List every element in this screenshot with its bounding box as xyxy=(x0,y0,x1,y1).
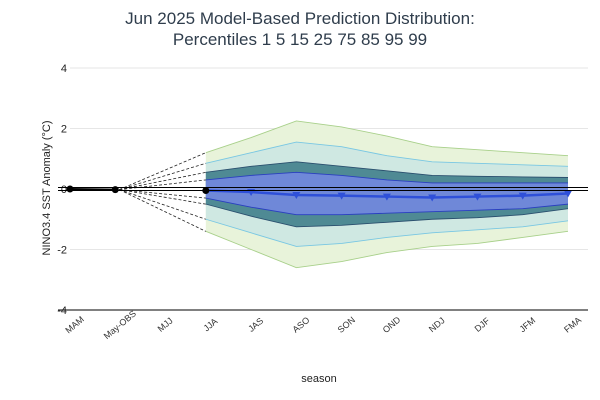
x-tick-label: MJJ xyxy=(156,316,175,334)
y-axis-title: NINO3.4 SST Anomaly (°C) xyxy=(41,120,53,255)
x-tick-label: MAM xyxy=(63,314,86,335)
median-series xyxy=(202,187,572,202)
spread-line-p25 xyxy=(119,189,206,199)
y-tick-label: -2 xyxy=(57,245,67,257)
x-tick-label: JJA xyxy=(201,316,219,333)
y-tick-label: 2 xyxy=(61,124,67,136)
y-tick-label: 4 xyxy=(61,63,67,75)
spread-lines xyxy=(119,152,206,232)
x-tick-label: JAS xyxy=(246,316,265,334)
band-edge-p1 xyxy=(205,230,569,269)
median-marker xyxy=(292,192,301,200)
spread-line-p99 xyxy=(119,152,206,190)
x-tick-label: DJF xyxy=(473,315,492,334)
x-tick-label: May-OBS xyxy=(102,308,138,341)
x-tick-label: SON xyxy=(336,315,357,335)
spread-line-p75 xyxy=(119,179,206,191)
chart-title-line-2: Percentiles 1 5 15 25 75 85 95 99 xyxy=(173,30,427,49)
band-edge-p25 xyxy=(205,197,569,216)
band-edge-p5 xyxy=(205,218,569,247)
observed-line xyxy=(69,188,116,191)
x-tick-label: FMA xyxy=(562,315,583,335)
band-edge-p85 xyxy=(205,161,569,178)
band-edge-p15 xyxy=(205,203,569,228)
spread-line-p5 xyxy=(119,189,206,220)
median-marker xyxy=(428,194,437,202)
median-marker xyxy=(473,193,482,201)
y-tick-label: -4 xyxy=(57,305,67,317)
median-marker xyxy=(518,192,527,200)
x-axis-title: season xyxy=(301,373,336,385)
band-edge-p99 xyxy=(205,120,569,157)
spread-line-p15 xyxy=(119,189,206,205)
observed-series xyxy=(66,185,119,194)
spread-line-p1 xyxy=(119,189,206,232)
spread-line-p95 xyxy=(119,162,206,190)
x-tick-label: NDJ xyxy=(427,315,447,334)
chart-title-line-1: Jun 2025 Model-Based Prediction Distribu… xyxy=(125,9,475,28)
band-edge-p95 xyxy=(205,141,569,167)
band-edge-p75 xyxy=(205,171,568,184)
x-tick-label: ASO xyxy=(291,315,312,335)
x-tick-label: JFM xyxy=(517,315,537,334)
observed-marker xyxy=(66,185,74,193)
x-tick-label: OND xyxy=(381,314,403,335)
median-marker xyxy=(564,190,572,198)
median-marker xyxy=(382,193,391,201)
median-marker xyxy=(337,192,346,200)
